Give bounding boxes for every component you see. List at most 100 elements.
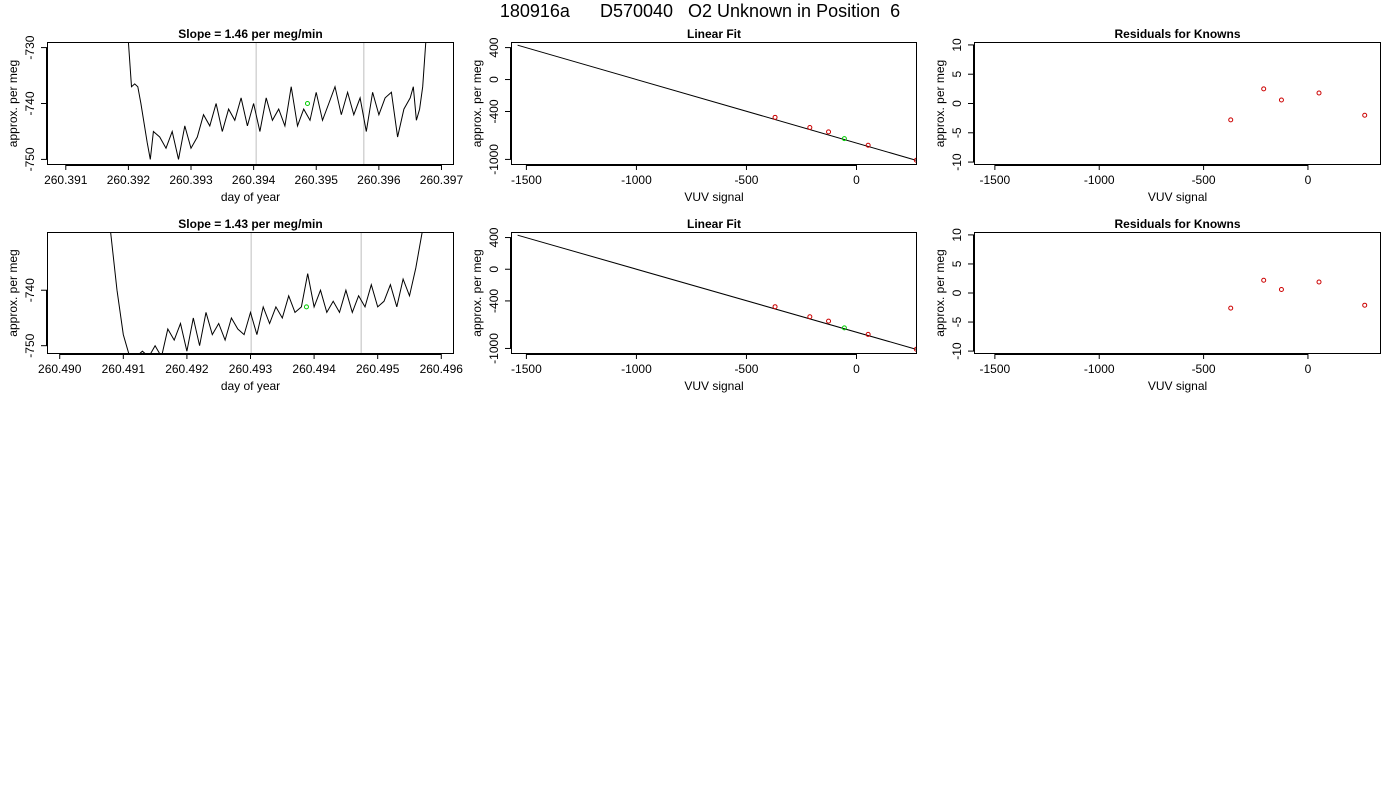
plot-area — [1228, 86, 1368, 123]
x-tick-label: 260.396 — [357, 173, 401, 187]
x-tick-label: -1000 — [1084, 362, 1115, 376]
x-tick-label: -1000 — [621, 362, 652, 376]
y-tick-label: -5 — [950, 127, 964, 138]
x-axis-label: day of year — [221, 190, 280, 204]
x-tick-label: -500 — [734, 362, 758, 376]
y-tick-label: -1000 — [487, 333, 501, 364]
plot-area — [517, 234, 917, 352]
residual-point — [1228, 117, 1234, 123]
plot-title: Slope = 1.43 per meg/min — [178, 217, 322, 231]
x-axis-label: day of year — [221, 379, 280, 393]
known-point — [807, 314, 813, 320]
residual-point — [1278, 287, 1284, 293]
y-axis-label: approx. per meg — [933, 60, 947, 147]
fit-line — [517, 234, 917, 350]
plot-frame — [511, 232, 917, 354]
x-axis-label: VUV signal — [1148, 190, 1207, 204]
x-tick-label: -500 — [734, 173, 758, 187]
plot-frame — [974, 42, 1381, 165]
y-tick-label: 10 — [950, 38, 964, 52]
y-tick-label: 400 — [487, 227, 501, 247]
x-tick-label: 260.492 — [165, 362, 209, 376]
known-point — [807, 124, 813, 130]
plot-frame — [511, 42, 917, 165]
plot-area — [517, 44, 917, 163]
plot-title: Linear Fit — [687, 27, 741, 41]
residual-point — [1316, 90, 1322, 96]
y-axis-label: approx. per meg — [6, 249, 20, 336]
residual-point — [1278, 97, 1284, 103]
y-tick-label: 0 — [950, 100, 964, 107]
x-axis-label: VUV signal — [684, 379, 743, 393]
x-tick-label: 260.495 — [356, 362, 400, 376]
plot-title: Slope = 1.46 per meg/min — [178, 27, 322, 41]
y-tick-label: -400 — [487, 99, 501, 123]
x-tick-label: 0 — [1305, 362, 1312, 376]
y-tick-label: -750 — [23, 333, 37, 357]
plot-frame — [47, 232, 454, 354]
x-tick-label: 0 — [1305, 173, 1312, 187]
y-tick-label: 10 — [950, 228, 964, 242]
known-point — [826, 129, 832, 135]
x-tick-label: 260.394 — [232, 173, 276, 187]
y-tick-label: -740 — [23, 278, 37, 302]
x-tick-label: 0 — [853, 362, 860, 376]
x-tick-label: -1000 — [621, 173, 652, 187]
x-tick-label: 260.496 — [420, 362, 464, 376]
series-line — [127, 42, 427, 160]
residual-point — [1362, 302, 1368, 308]
y-axis-label: approx. per meg — [933, 249, 947, 336]
unknown-point — [841, 136, 847, 142]
x-tick-label: -1500 — [511, 173, 542, 187]
page-title: 180916a D570040 O2 Unknown in Position 6 — [499, 1, 901, 21]
known-point — [865, 331, 871, 337]
y-tick-label: -1000 — [487, 144, 501, 175]
unknown-point — [304, 101, 310, 106]
y-tick-label: 0 — [487, 76, 501, 83]
plot-area — [127, 42, 427, 160]
fit-line — [517, 44, 917, 161]
known-point — [826, 318, 832, 324]
plot-area — [110, 232, 423, 354]
x-tick-label: 260.395 — [295, 173, 339, 187]
y-tick-label: -740 — [23, 91, 37, 115]
x-tick-label: 260.493 — [229, 362, 273, 376]
y-tick-label: 400 — [487, 37, 501, 57]
x-tick-label: 260.494 — [292, 362, 336, 376]
unknown-point — [841, 325, 847, 331]
y-axis-label: approx. per meg — [6, 60, 20, 147]
x-tick-label: -500 — [1192, 362, 1216, 376]
y-tick-label: 0 — [950, 289, 964, 296]
x-tick-label: -500 — [1192, 173, 1216, 187]
x-tick-label: -1000 — [1084, 173, 1115, 187]
plot-title: Residuals for Knowns — [1114, 27, 1240, 41]
series-line — [110, 232, 423, 354]
x-tick-label: -1500 — [980, 173, 1011, 187]
known-point — [772, 304, 778, 310]
y-tick-label: 5 — [950, 71, 964, 78]
known-point — [865, 142, 871, 148]
y-axis-label: approx. per meg — [470, 60, 484, 147]
x-tick-label: -1500 — [980, 362, 1011, 376]
y-tick-label: -750 — [23, 147, 37, 171]
x-tick-label: 260.392 — [107, 173, 151, 187]
plot-frame — [974, 232, 1381, 354]
unknown-point — [303, 304, 309, 310]
x-tick-label: 260.397 — [420, 173, 464, 187]
y-tick-label: -10 — [950, 342, 964, 360]
y-tick-label: -10 — [950, 153, 964, 171]
residual-point — [1261, 277, 1267, 283]
known-point — [772, 114, 778, 120]
x-tick-label: 0 — [853, 173, 860, 187]
residual-point — [1228, 305, 1234, 311]
plot-title: Residuals for Knowns — [1114, 217, 1240, 231]
x-tick-label: -1500 — [511, 362, 542, 376]
residual-point — [1261, 86, 1267, 92]
y-tick-label: 0 — [487, 266, 501, 273]
